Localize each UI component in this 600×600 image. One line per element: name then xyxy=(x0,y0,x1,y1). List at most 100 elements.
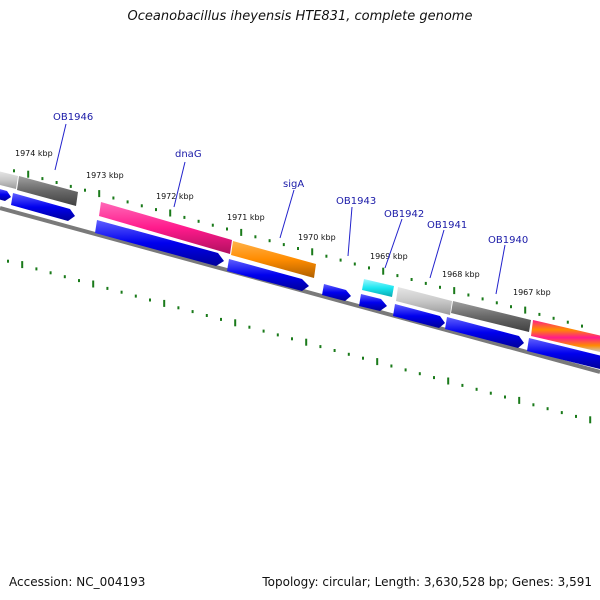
map-title: Oceanobacillus iheyensis HTE831, complet… xyxy=(127,9,473,24)
scale-tick-minor xyxy=(504,395,506,399)
scale-tick-minor xyxy=(254,235,257,239)
scale-tick-minor xyxy=(461,383,464,387)
scale-tick-minor xyxy=(404,368,407,372)
scale-tick-major xyxy=(376,358,379,366)
scale-tick-minor xyxy=(410,278,413,281)
gene-label-sigA[interactable]: sigA xyxy=(283,179,304,190)
cds-arrow[interactable] xyxy=(359,294,387,311)
scale-tick-minor xyxy=(41,177,44,181)
scale-tick-minor xyxy=(319,345,322,349)
scale-tick-minor xyxy=(7,259,9,263)
scale-tick-major xyxy=(382,267,385,275)
scale-tick-major xyxy=(98,190,101,198)
scale-tick-minor xyxy=(262,329,265,333)
kbp-label: 1972 kbp xyxy=(156,192,194,201)
scale-tick-minor xyxy=(177,306,180,310)
lower-tick-row xyxy=(7,259,592,424)
scale-tick-major xyxy=(163,299,166,307)
gene-block-OB1946[interactable] xyxy=(17,176,78,206)
gene-labels: OB1946 dnaG sigA OB1943 OB1942 OB1941 OB… xyxy=(53,112,528,295)
scale-tick-minor xyxy=(532,403,535,407)
scale-tick-minor xyxy=(106,286,109,290)
scale-tick-minor xyxy=(362,356,364,360)
scale-tick-minor xyxy=(368,266,370,270)
scale-tick-minor xyxy=(120,290,123,294)
scale-tick-minor xyxy=(560,411,563,415)
upper-tick-row xyxy=(13,169,583,328)
scale-tick-major xyxy=(447,377,450,385)
cds-arrow[interactable] xyxy=(445,317,524,348)
leader-line xyxy=(54,123,67,171)
gene-block-dnaG[interactable] xyxy=(99,202,232,254)
scale-tick-minor xyxy=(134,294,137,298)
cds-arrow[interactable] xyxy=(393,304,445,328)
scale-tick-minor xyxy=(475,387,478,391)
scale-tick-minor xyxy=(418,372,421,376)
scale-tick-minor xyxy=(566,320,569,324)
scale-tick-major xyxy=(589,416,592,424)
scale-tick-major xyxy=(92,280,95,288)
scale-tick-minor xyxy=(149,298,151,302)
scale-tick-minor xyxy=(126,200,129,204)
scale-tick-major xyxy=(240,228,243,236)
cds-arrow-track xyxy=(0,188,600,369)
scale-tick-minor xyxy=(211,223,214,227)
gene-label-OB1943[interactable]: OB1943 xyxy=(336,196,376,207)
scale-tick-minor xyxy=(581,324,583,328)
scale-tick-minor xyxy=(84,188,86,192)
scale-tick-minor xyxy=(13,169,15,173)
cds-arrow[interactable] xyxy=(11,193,75,221)
gene-block-striped-right[interactable] xyxy=(531,320,600,352)
scale-tick-minor xyxy=(353,262,356,266)
scale-tick-minor xyxy=(282,243,285,247)
scale-tick-minor xyxy=(140,204,143,208)
scale-tick-minor xyxy=(155,208,157,212)
scale-tick-minor xyxy=(538,312,541,316)
gene-block-OB1941[interactable] xyxy=(396,287,452,315)
kbp-label: 1973 kbp xyxy=(86,171,124,180)
scale-tick-minor xyxy=(433,376,435,380)
kbp-label: 1970 kbp xyxy=(298,233,336,242)
gene-block-sigA[interactable] xyxy=(231,241,316,278)
scale-tick-minor xyxy=(55,181,58,184)
scale-tick-major xyxy=(27,170,30,178)
gene-label-OB1942[interactable]: OB1942 xyxy=(384,209,424,220)
scale-tick-minor xyxy=(226,227,228,231)
scale-tick-minor xyxy=(291,337,293,341)
leader-line xyxy=(384,218,403,269)
leader-line xyxy=(347,206,353,257)
cds-arrow[interactable] xyxy=(227,259,309,291)
scale-tick-major xyxy=(453,287,456,295)
scale-tick-minor xyxy=(112,196,115,200)
cds-arrow[interactable] xyxy=(0,188,11,201)
gene-label-OB1940[interactable]: OB1940 xyxy=(488,235,528,246)
scale-tick-minor xyxy=(390,364,393,368)
gene-label-OB1941[interactable]: OB1941 xyxy=(427,220,467,231)
scale-tick-minor xyxy=(481,297,484,301)
cds-arrow[interactable] xyxy=(527,338,600,369)
scale-tick-minor xyxy=(69,184,72,188)
gene-block-light-gray-left[interactable] xyxy=(0,171,18,189)
gene-label-OB1946[interactable]: OB1946 xyxy=(53,112,93,123)
scale-tick-minor xyxy=(268,239,271,243)
scale-tick-minor xyxy=(297,247,299,250)
gene-block-OB1942[interactable] xyxy=(362,279,394,297)
scale-tick-minor xyxy=(220,317,222,321)
gene-label-dnaG[interactable]: dnaG xyxy=(175,149,202,160)
scale-tick-major xyxy=(305,338,308,346)
genome-summary-text: Topology: circular; Length: 3,630,528 bp… xyxy=(262,575,592,589)
scale-tick-minor xyxy=(49,271,52,275)
scale-tick-major xyxy=(21,261,24,269)
scale-tick-major xyxy=(524,306,527,314)
gene-block-OB1940[interactable] xyxy=(451,301,531,332)
scale-tick-minor xyxy=(325,254,328,258)
scale-tick-minor xyxy=(339,258,342,262)
cds-arrow[interactable] xyxy=(95,220,224,266)
accession-text: Accession: NC_004193 xyxy=(9,575,146,589)
scale-tick-minor xyxy=(575,414,577,418)
cds-arrow[interactable] xyxy=(322,284,351,301)
scale-tick-minor xyxy=(396,274,399,278)
scale-tick-minor xyxy=(467,293,470,297)
scale-tick-minor xyxy=(424,281,427,285)
